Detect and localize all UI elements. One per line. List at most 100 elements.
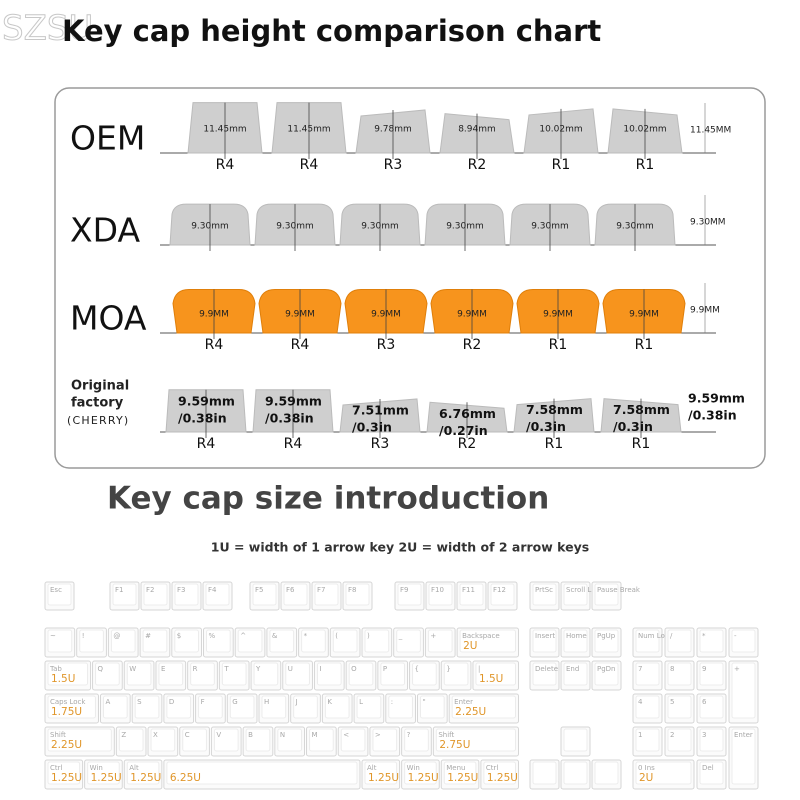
key-legend: < (343, 731, 349, 739)
key-legend: Ctrl (486, 764, 499, 772)
key-legend: 5 (670, 698, 674, 706)
key-top (237, 629, 263, 653)
key-top (142, 629, 168, 653)
row-label: R3 (371, 436, 390, 452)
key-legend: Delete (535, 665, 558, 673)
key-legend: G (232, 698, 237, 706)
key-top (396, 629, 421, 653)
key-top (532, 583, 557, 606)
row-label: R2 (463, 337, 482, 353)
key-top (348, 662, 374, 686)
key-legend: Alt (367, 764, 377, 772)
key-size: 1.25U (368, 772, 399, 784)
total-height-inch: /0.38in (688, 408, 737, 423)
comparison-panel (54, 87, 766, 469)
key-top (245, 728, 271, 752)
key-top (112, 583, 137, 606)
key-top (261, 695, 287, 719)
key-legend: 0 Ins (638, 764, 655, 772)
key-legend: PrtSc (535, 586, 553, 594)
key-top (699, 761, 724, 785)
key-top (667, 629, 692, 653)
key-top (198, 695, 223, 719)
height-label-inch: /0.3in (526, 419, 566, 434)
key-top (253, 662, 279, 686)
key-top (563, 761, 588, 785)
key-legend: { (415, 665, 419, 673)
key-legend: O (351, 665, 357, 673)
key-legend: " (422, 698, 425, 706)
key-top (435, 728, 517, 752)
key-legend: A (105, 698, 110, 706)
key-top (532, 761, 557, 785)
key-legend: Num Lock (638, 632, 674, 640)
key-legend: + (430, 632, 436, 640)
key-top (229, 695, 255, 719)
height-label: 6.76mm (439, 406, 496, 421)
key-legend: 8 (670, 665, 674, 673)
key-top (397, 583, 422, 606)
height-label-inch: /0.27in (439, 423, 488, 438)
key-top (532, 629, 557, 653)
key-legend: Insert (535, 632, 555, 640)
key-legend: Shift (438, 731, 454, 739)
key-legend: - (734, 632, 737, 640)
key-legend: P (383, 665, 387, 673)
height-label: 9.59mm (265, 393, 322, 408)
key-legend: M (312, 731, 318, 739)
key-size: 1.5U (51, 673, 75, 685)
height-label: 9.9MM (629, 310, 659, 320)
key-top (47, 662, 89, 686)
row-label: R3 (384, 157, 403, 173)
key-legend: F9 (400, 586, 408, 594)
key-top (364, 629, 390, 653)
key-top (451, 695, 516, 719)
key-top (269, 629, 295, 653)
height-label: 10.02mm (539, 125, 582, 135)
key-size: 1.25U (130, 772, 161, 784)
key-top (388, 695, 413, 719)
row-label: R4 (205, 337, 224, 353)
key-size: 1.25U (51, 772, 82, 784)
key-legend: F6 (286, 586, 295, 594)
watermark: SZSU (2, 9, 93, 49)
key-top (563, 662, 588, 686)
key-top (174, 583, 199, 606)
key-top (635, 662, 660, 686)
key-legend: ) (367, 632, 370, 640)
height-label: 9.9MM (285, 310, 315, 320)
key-top (667, 662, 692, 686)
key-top (443, 662, 469, 686)
profile-name: factory (71, 396, 124, 411)
key-top (667, 728, 692, 752)
height-label: 11.45mm (203, 125, 246, 135)
height-label: 9.30mm (531, 222, 569, 232)
key-legend: @ (113, 632, 120, 640)
height-label: 9.9MM (457, 310, 487, 320)
total-height: 9.59mm (688, 391, 745, 406)
key-top (150, 728, 176, 752)
key-legend: ( (335, 632, 338, 640)
key-legend: Enter (734, 731, 753, 739)
key-top (79, 629, 104, 653)
key-top (95, 662, 120, 686)
key-top (332, 629, 358, 653)
row-label: R1 (636, 157, 655, 173)
key-legend: ! (82, 632, 85, 640)
key-legend: Y (255, 665, 261, 673)
key-top (293, 695, 318, 719)
key-size: 1.25U (487, 772, 518, 784)
key-legend: F (201, 698, 205, 706)
key-top (532, 662, 557, 686)
profile-brand: (CHERRY) (67, 414, 129, 427)
key-legend: 9 (702, 665, 706, 673)
key-legend: # (145, 632, 151, 640)
key-legend: Q (98, 665, 104, 673)
row-label: R4 (216, 157, 235, 173)
key-legend: F4 (208, 586, 217, 594)
row-label: R1 (635, 337, 654, 353)
key-legend: ~ (50, 632, 56, 640)
key-size: 2U (639, 772, 653, 784)
